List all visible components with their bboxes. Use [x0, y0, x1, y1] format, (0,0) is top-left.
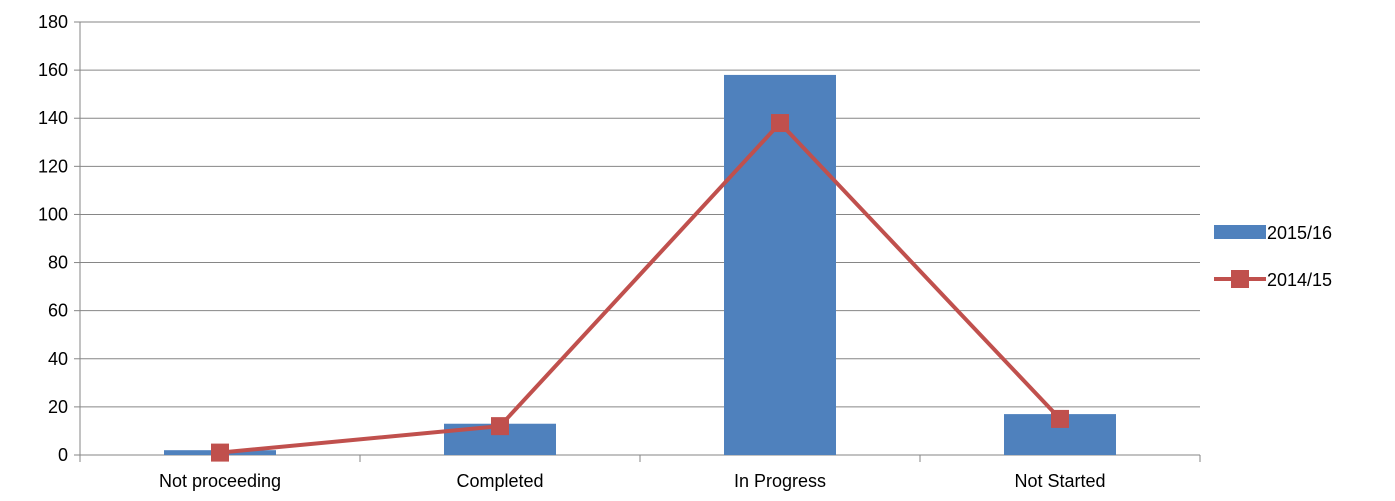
- line-marker: [771, 114, 789, 133]
- y-tick-label: 60: [48, 301, 68, 321]
- legend: 2015/16 2014/15: [1214, 223, 1332, 290]
- series-line: [219, 121, 1062, 455]
- y-tick-label: 80: [48, 253, 68, 273]
- legend-label: 2014/15: [1267, 270, 1332, 290]
- legend-swatch-marker: [1231, 270, 1249, 288]
- y-tick-label: 100: [38, 204, 68, 224]
- gridlines: [80, 21, 1200, 408]
- legend-swatch-bar: [1214, 225, 1266, 239]
- line-marker: [211, 443, 229, 462]
- bar: [724, 74, 836, 455]
- tick-labels: 0 20 40 60 80 100 120 140 160 180 Not proceeding Co…: [38, 12, 1106, 491]
- line-marker: [1051, 409, 1069, 428]
- line-marker: [491, 417, 509, 436]
- y-tick-label: 160: [38, 60, 68, 80]
- line-series: [211, 114, 1069, 462]
- legend-label: 2015/16: [1267, 223, 1332, 243]
- y-tick-label: 120: [38, 156, 68, 176]
- bar-series: [164, 74, 1116, 455]
- axes: [74, 21, 1201, 462]
- y-tick-label: 140: [38, 108, 68, 128]
- y-tick-label: 0: [58, 445, 68, 465]
- x-tick-label: Completed: [456, 471, 543, 491]
- x-tick-label: In Progress: [734, 471, 826, 491]
- y-tick-label: 180: [38, 12, 68, 32]
- x-tick-label: Not proceeding: [159, 471, 281, 491]
- y-tick-label: 20: [48, 397, 68, 417]
- y-tick-label: 40: [48, 349, 68, 369]
- x-tick-label: Not Started: [1014, 471, 1105, 491]
